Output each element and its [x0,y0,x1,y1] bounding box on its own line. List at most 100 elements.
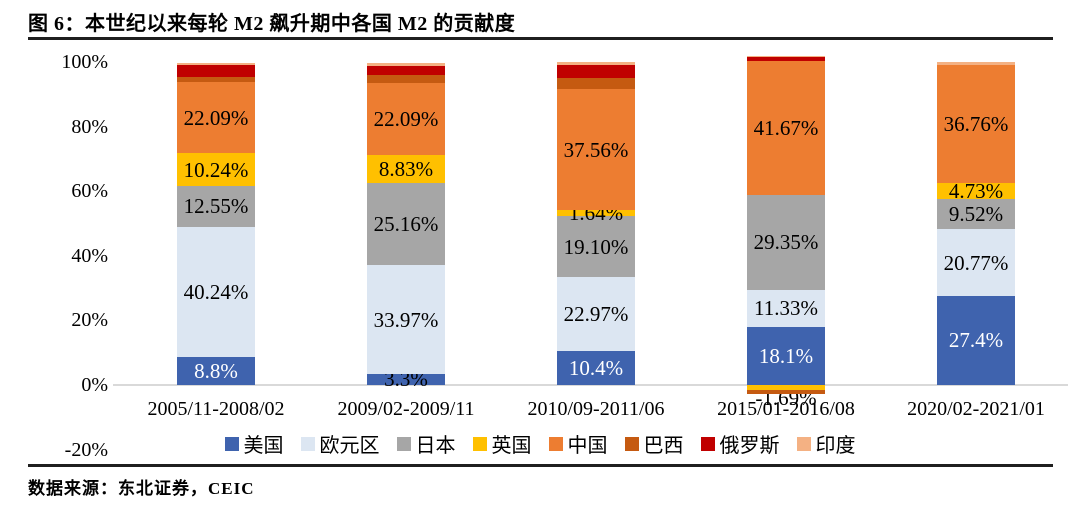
data-label: 22.09% [183,105,249,130]
data-label: 19.10% [563,234,629,259]
bar-segment-俄罗斯-2005/11-2008/02 [177,65,255,77]
legend-label: 欧元区 [319,435,380,457]
bar-segment-巴西-2009/02-2009/11 [367,75,445,84]
legend-swatch [624,436,639,451]
data-label: 25.16% [373,212,439,237]
data-label: 27.4% [948,328,1004,353]
bar-segment-美国-2015/01-2016/08: 18.1% [747,326,825,385]
x-axis-label: 2009/02-2009/11 [337,398,475,420]
data-label: 40.24% [183,279,249,304]
bar-segment-日本-2010/09-2011/06: 19.10% [557,215,635,278]
bar-segment-英国-2010/09-2011/06: 1.64% [557,201,635,225]
x-axis-label: 2005/11-2008/02 [147,398,285,420]
data-label: 18.1% [758,343,814,368]
y-axis-tick-label: -20% [64,438,108,461]
legend-item-印度: 印度 [796,429,856,458]
x-axis-label: 2015/01-2016/08 [717,398,855,420]
bar-segment-美国-2009/02-2009/11: 3.3% [367,367,445,391]
legend: 美国 欧元区 日本 英国 中国 巴西 俄罗斯 印度 [0,429,1080,458]
legend-item-美国: 美国 [224,429,284,458]
bar-segment-美国-2020/02-2021/01: 27.4% [937,296,1015,385]
bar-segment-俄罗斯-2009/02-2009/11 [367,65,445,76]
data-label: 36.76% [943,111,1009,136]
bar-segment-欧元区-2010/09-2011/06: 22.97% [557,277,635,352]
bar-segment-日本-2005/11-2008/02: 12.55% [177,186,255,227]
bar-segment-日本-2009/02-2009/11: 25.16% [367,183,445,265]
legend-item-英国: 英国 [472,429,532,458]
bar-segment-中国-2005/11-2008/02: 22.09% [177,81,255,153]
legend-item-中国: 中国 [548,429,608,458]
bar-segment-美国-2010/09-2011/06: 10.4% [557,351,635,385]
legend-label: 美国 [243,435,284,457]
data-label: 22.97% [563,302,629,327]
legend-swatch [700,436,715,451]
bar-segment-中国-2015/01-2016/08: 41.67% [747,60,825,196]
bar-segment-印度-2005/11-2008/02 [177,62,255,66]
legend-label: 俄罗斯 [719,435,780,457]
legend-label: 巴西 [643,435,684,457]
bar-segment-欧元区-2015/01-2016/08: 11.33% [747,289,825,327]
y-axis-tick-label: 40% [71,244,108,267]
bar-segment-欧元区-2020/02-2021/01: 20.77% [937,229,1015,297]
bar-segment-欧元区-2005/11-2008/02: 40.24% [177,226,255,357]
bar-segment-中国-2010/09-2011/06: 37.56% [557,88,635,211]
data-label: 9.52% [948,201,1004,226]
data-label: 22.09% [373,107,439,132]
y-axis-tick-label: 100% [61,51,108,73]
data-label: 4.73% [948,179,1004,204]
legend-item-俄罗斯: 俄罗斯 [700,429,780,458]
data-label: 10.24% [183,157,249,182]
bar-segment-巴西-2015/01-2016/08 [747,390,825,394]
bar-segment-印度-2020/02-2021/01 [937,62,1015,65]
legend-swatch [396,436,411,451]
bar-segment-日本-2015/01-2016/08: 29.35% [747,195,825,290]
bar-segment-英国-2015/01-2016/08: -1.69% [747,385,825,410]
data-label: 8.8% [194,358,238,383]
bar-segment-印度-2009/02-2009/11 [367,63,445,66]
legend-swatch [300,436,315,451]
data-label: 41.67% [753,115,819,140]
title-divider [28,37,1053,40]
bar-segment-中国-2020/02-2021/01: 36.76% [937,64,1015,184]
data-label: 12.55% [183,194,249,219]
x-axis-line [113,384,1068,386]
bar-segment-英国-2009/02-2009/11: 8.83% [367,154,445,184]
bar-segment-美国-2005/11-2008/02: 8.8% [177,356,255,385]
bar-segment-巴西-2010/09-2011/06 [557,77,635,89]
data-label: 10.4% [568,356,624,381]
bar-segment-英国-2005/11-2008/02: 10.24% [177,152,255,187]
data-label: 37.56% [563,137,629,162]
x-axis-label: 2020/02-2021/01 [907,398,1045,420]
data-label: 33.97% [373,307,439,332]
data-label: 8.83% [378,156,434,181]
data-label: 20.77% [943,251,1009,276]
bar-segment-印度-2010/09-2011/06 [557,62,635,66]
data-label: -1.69% [755,386,817,410]
legend-swatch [548,436,563,451]
legend-item-巴西: 巴西 [624,429,684,458]
data-label: 11.33% [754,295,818,320]
bar-segment-日本-2020/02-2021/01: 9.52% [937,198,1015,230]
legend-item-欧元区: 欧元区 [300,429,380,458]
bar-segment-英国-2020/02-2021/01: 4.73% [937,179,1015,203]
legend-label: 英国 [491,435,532,457]
x-axis-label: 2010/09-2011/06 [527,398,665,420]
figure-title: 图 6：本世纪以来每轮 M2 飙升期中各国 M2 的贡献度 [28,13,516,35]
y-axis-tick-label: 60% [71,180,108,203]
legend-label: 印度 [815,435,856,457]
legend-item-日本: 日本 [396,429,456,458]
bar-segment-俄罗斯-2015/01-2016/08 [747,57,825,61]
source-note: 数据来源：东北证券，CEIC [28,479,255,498]
y-axis-tick-label: 0% [81,374,108,396]
bar-segment-印度-2015/01-2016/08 [747,56,825,58]
y-axis-tick-label: 80% [71,115,108,138]
y-axis-tick-label: 20% [71,309,108,332]
bar-segment-欧元区-2009/02-2009/11: 33.97% [367,264,445,375]
legend-swatch [796,436,811,451]
legend-swatch [472,436,487,451]
bar-segment-俄罗斯-2010/09-2011/06 [557,65,635,78]
legend-swatch [224,436,239,451]
bar-segment-巴西-2005/11-2008/02 [177,76,255,82]
data-label: 29.35% [753,230,819,255]
